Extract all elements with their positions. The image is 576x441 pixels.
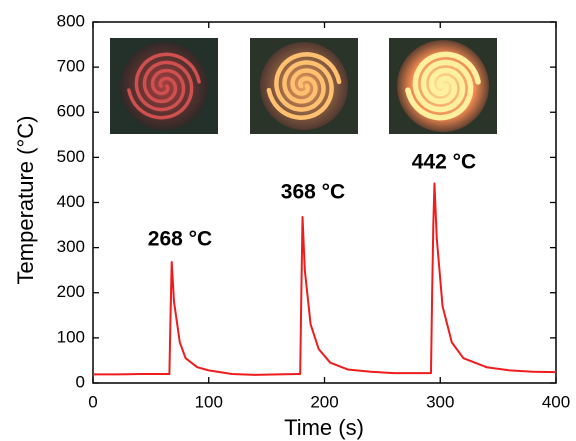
y-tick-label: 200 <box>57 282 85 301</box>
y-tick-label: 500 <box>57 147 85 166</box>
annotation: 368 °C <box>281 181 345 204</box>
y-tick-label: 300 <box>57 237 85 256</box>
line-series <box>93 182 557 376</box>
photo-spiral <box>266 60 334 120</box>
y-axis-title: Temperature (°C) <box>13 116 38 285</box>
y-tick-label: 700 <box>57 57 85 76</box>
inset-photos <box>110 38 497 134</box>
y-tick-label: 600 <box>57 102 85 121</box>
photo-spiral <box>412 51 481 113</box>
y-tick-label: 100 <box>57 327 85 346</box>
photo-spiral <box>127 60 194 120</box>
annotation: 442 °C <box>412 151 476 174</box>
x-axis-title: Time (s) <box>284 415 364 440</box>
y-tick-label: 400 <box>57 192 85 211</box>
y-tick-label: 800 <box>57 11 85 30</box>
x-tick-label: 300 <box>426 392 454 411</box>
y-tick-label: 0 <box>76 372 85 391</box>
x-tick-label: 100 <box>195 392 223 411</box>
x-tick-label: 200 <box>310 392 338 411</box>
photo-spiral <box>405 59 474 121</box>
x-tick-label: 400 <box>542 392 570 411</box>
photo-spiral <box>134 52 201 112</box>
photo-spiral <box>274 52 342 112</box>
x-tick-label: 0 <box>88 392 97 411</box>
annotation: 268 °C <box>148 228 212 251</box>
